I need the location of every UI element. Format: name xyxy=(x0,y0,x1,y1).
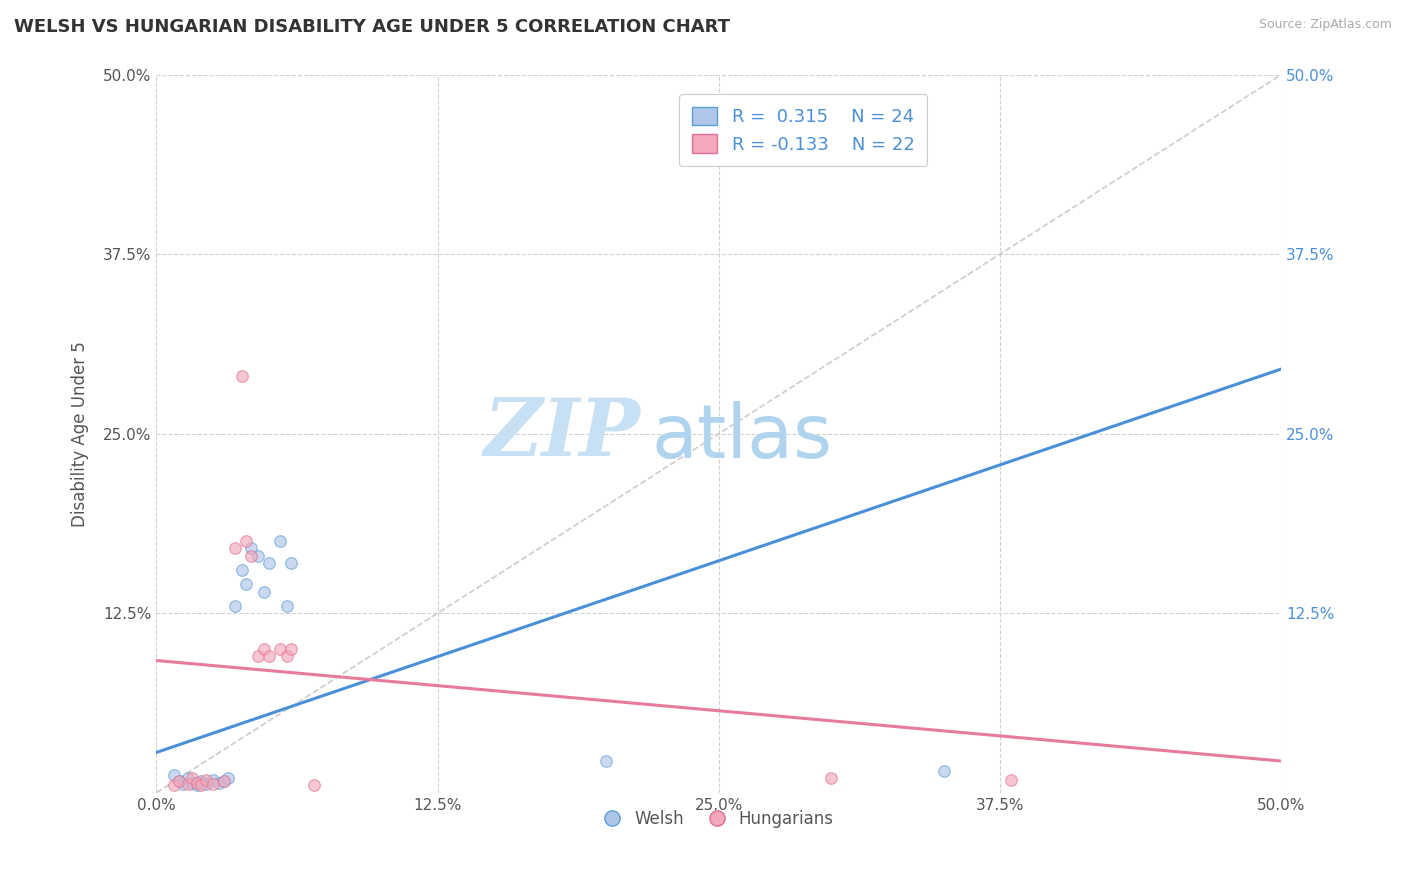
Point xyxy=(224,599,246,613)
Point xyxy=(201,772,224,787)
Text: ZIP: ZIP xyxy=(484,395,640,473)
Point xyxy=(1000,772,1022,787)
Point xyxy=(253,642,276,657)
Point xyxy=(240,549,263,563)
Point xyxy=(212,774,235,789)
Point xyxy=(302,779,325,793)
Point xyxy=(218,772,240,786)
Point xyxy=(257,556,280,570)
Point xyxy=(195,772,218,787)
Point xyxy=(231,563,253,577)
Point xyxy=(280,556,302,570)
Point xyxy=(235,577,257,591)
Point xyxy=(246,549,269,563)
Point xyxy=(181,775,204,789)
Point xyxy=(195,777,218,791)
Point xyxy=(190,774,212,789)
Point xyxy=(163,779,186,793)
Point xyxy=(595,754,617,768)
Point xyxy=(240,541,263,556)
Text: WELSH VS HUNGARIAN DISABILITY AGE UNDER 5 CORRELATION CHART: WELSH VS HUNGARIAN DISABILITY AGE UNDER … xyxy=(14,18,730,36)
Point xyxy=(276,649,298,664)
Point xyxy=(820,772,842,786)
Text: Source: ZipAtlas.com: Source: ZipAtlas.com xyxy=(1258,18,1392,31)
Point xyxy=(173,777,195,791)
Point xyxy=(231,369,253,384)
Point xyxy=(253,584,276,599)
Point xyxy=(269,642,291,657)
Point xyxy=(167,774,190,789)
Point xyxy=(235,534,257,549)
Point xyxy=(257,649,280,664)
Point xyxy=(224,541,246,556)
Point xyxy=(186,779,208,793)
Point xyxy=(269,534,291,549)
Point xyxy=(177,777,200,791)
Y-axis label: Disability Age Under 5: Disability Age Under 5 xyxy=(72,341,89,526)
Point xyxy=(246,649,269,664)
Point xyxy=(190,779,212,793)
Point xyxy=(186,775,208,789)
Text: atlas: atlas xyxy=(651,401,832,474)
Point xyxy=(932,764,955,778)
Legend: Welsh, Hungarians: Welsh, Hungarians xyxy=(598,804,841,835)
Point xyxy=(276,599,298,613)
Point xyxy=(167,774,190,789)
Point xyxy=(201,777,224,791)
Point xyxy=(212,774,235,789)
Point xyxy=(163,768,186,782)
Point xyxy=(280,642,302,657)
Point xyxy=(177,772,200,786)
Point xyxy=(181,772,204,786)
Point xyxy=(208,775,231,789)
